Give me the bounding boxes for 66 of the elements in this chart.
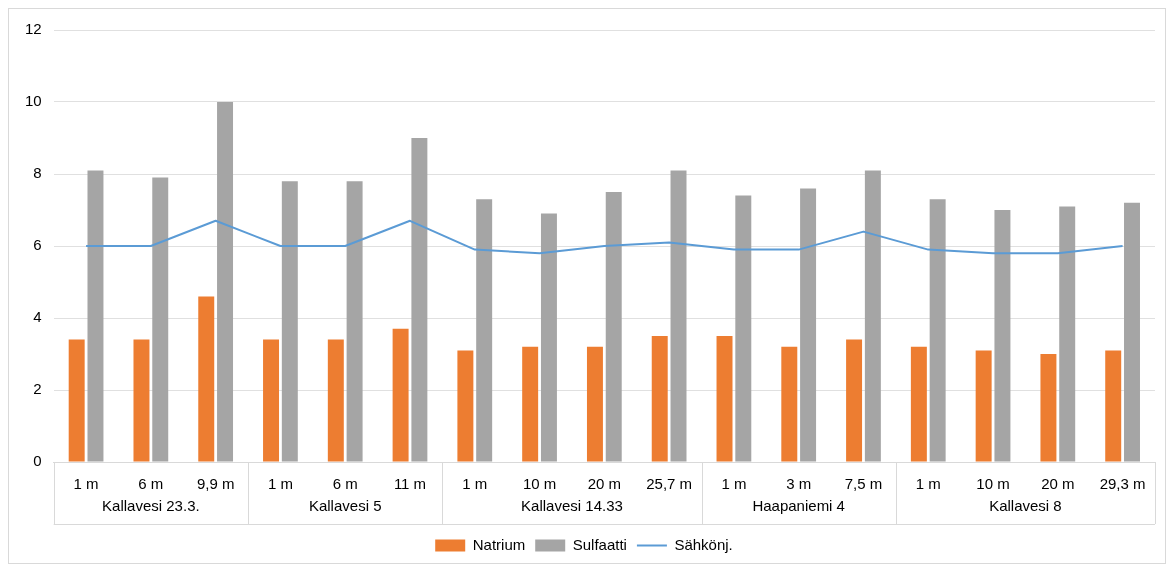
bar xyxy=(929,199,946,462)
bar xyxy=(994,210,1011,462)
bar xyxy=(670,170,687,462)
y-tick-label: 0 xyxy=(33,452,42,470)
bar xyxy=(735,195,752,462)
x-tick-label: 1 m xyxy=(462,475,488,493)
bar xyxy=(327,339,344,462)
bar xyxy=(263,339,280,462)
x-tick-label: 1 m xyxy=(73,475,99,493)
x-tick-label: 11 m xyxy=(393,475,427,493)
bar xyxy=(846,339,863,462)
bar xyxy=(152,177,169,462)
bar xyxy=(864,170,881,462)
bar xyxy=(392,328,409,462)
bar xyxy=(605,192,622,462)
bar xyxy=(800,188,817,462)
x-tick-label: 6 m xyxy=(138,475,164,493)
y-tick-label: 2 xyxy=(33,380,42,398)
x-tick-label: 7,5 m xyxy=(844,475,883,493)
x-tick-label: 3 m xyxy=(786,475,812,493)
bar xyxy=(1040,354,1057,462)
bar xyxy=(68,339,85,462)
bar xyxy=(975,350,992,462)
bar xyxy=(133,339,150,462)
text: Kallavesi 5 xyxy=(308,497,382,515)
x-tick-label: 10 m xyxy=(976,475,1010,493)
y-tick-label: 8 xyxy=(33,164,42,182)
bar xyxy=(586,346,603,462)
x-tick-label: 29,3 m xyxy=(1099,475,1146,493)
bar xyxy=(1059,206,1076,462)
bar xyxy=(346,181,363,462)
bar xyxy=(476,199,493,462)
x-tick-label: 1 m xyxy=(721,475,747,493)
x-tick-label: 25,7 m xyxy=(646,475,693,493)
bar xyxy=(198,296,215,462)
bar xyxy=(411,138,428,462)
bar xyxy=(281,181,298,462)
x-tick-label: 10 m xyxy=(522,475,557,493)
bar xyxy=(522,346,539,462)
bar xyxy=(457,350,474,462)
bar xyxy=(910,346,927,462)
x-tick-label: 1 m xyxy=(267,475,293,493)
bar xyxy=(1124,202,1140,462)
text: Haapaniemi 4 xyxy=(752,497,845,515)
y-tick-label: 4 xyxy=(33,308,42,326)
legend-label: Sähkönj. xyxy=(674,535,733,553)
y-tick-label: 12 xyxy=(25,20,42,38)
text: Kallavesi 23.3. xyxy=(102,497,200,515)
y-tick-label: 6 xyxy=(33,236,42,254)
bar xyxy=(217,102,234,462)
bar xyxy=(1105,350,1122,462)
x-tick-label: 6 m xyxy=(332,475,358,493)
bar xyxy=(540,213,557,462)
x-tick-label: 20 m xyxy=(587,475,622,493)
x-tick-label: 9,9 m xyxy=(196,475,235,493)
x-tick-label: 20 m xyxy=(1041,475,1075,493)
bar xyxy=(716,336,733,462)
bar xyxy=(87,170,104,462)
y-tick-label: 10 xyxy=(25,92,42,110)
text: Kallavesi 14.33 xyxy=(521,497,623,515)
legend-label: Sulfaatti xyxy=(572,535,627,553)
text: Kallavesi 8 xyxy=(989,497,1062,515)
bar xyxy=(781,346,798,462)
bar xyxy=(651,336,668,462)
legend-label: Natrium xyxy=(472,535,526,553)
x-tick-label: 1 m xyxy=(915,475,941,493)
